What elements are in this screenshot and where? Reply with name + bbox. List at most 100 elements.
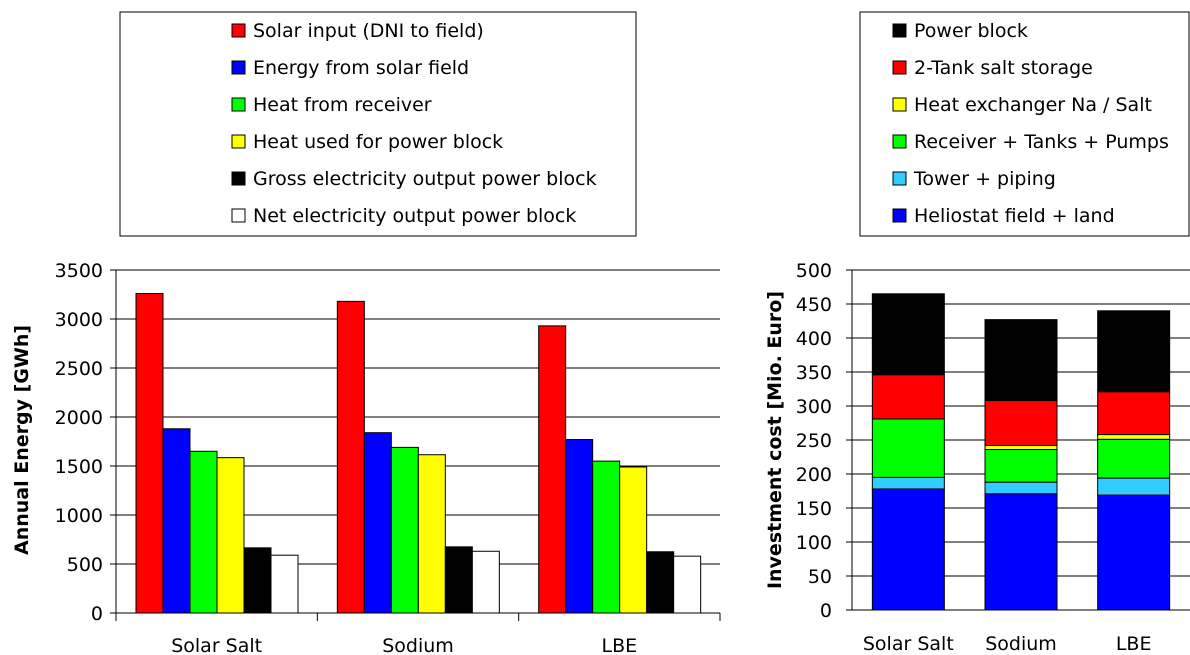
bar-lbe-heat-from-receiver — [592, 460, 621, 614]
legend-label-heliostat-field-land: Heliostat field + land — [914, 205, 1115, 227]
legend-swatch-2-tank-salt-storage — [892, 60, 907, 75]
bar-sodium-heat-from-receiver — [390, 446, 419, 614]
bar-sodium-gross-electricity-output-power-block — [444, 546, 473, 614]
legend-label-receiver-tanks-pumps: Receiver + Tanks + Pumps — [914, 131, 1169, 153]
investment-cost-chart: Power block 2-Tank salt storage Heat excha… — [764, 11, 1190, 655]
bar-lbe-heat-used-for-power-block — [619, 466, 648, 614]
energy-y-ticks: 0 500 1000 1500 2000 2500 3000 3500 — [55, 260, 116, 625]
segment-solar-salt-2-tank-salt-storage — [871, 374, 945, 420]
legend-swatch-gross-electricity-output-power-block — [231, 171, 246, 186]
segment-sodium-heat-exchanger-na-salt — [984, 444, 1058, 451]
segment-lbe-tower-piping — [1097, 477, 1171, 496]
legend-swatch-heliostat-field-land — [892, 208, 907, 223]
x-tick-label-lbe: LBE — [1116, 633, 1152, 655]
x-tick-label-lbe: LBE — [602, 635, 638, 655]
legend-swatch-power-block — [892, 23, 907, 38]
bar-lbe-gross-electricity-output-power-block — [646, 551, 675, 614]
segment-lbe-heat-exchanger-na-salt — [1097, 434, 1171, 440]
energy-bars — [135, 293, 702, 614]
legend-swatch-receiver-tanks-pumps — [892, 134, 907, 149]
legend-label-solar-input-dni-to-field: Solar input (DNI to field) — [253, 20, 484, 42]
bar-solar-salt-gross-electricity-output-power-block — [243, 547, 272, 614]
x-tick-label-solar-salt: Solar Salt — [171, 635, 262, 655]
segment-lbe-power-block — [1097, 310, 1171, 393]
segment-solar-salt-tower-piping — [871, 476, 945, 490]
legend-label-gross-electricity-output-power-block: Gross electricity output power block — [253, 168, 597, 190]
bar-solar-salt-energy-from-solar-field — [162, 428, 191, 614]
bar-lbe-solar-input-dni-to-field — [538, 325, 567, 614]
energy-legend: Solar input (DNI to field) Energy from so… — [231, 20, 597, 227]
y-tick-label: 0 — [820, 600, 832, 622]
segment-sodium-receiver-tanks-pumps — [984, 449, 1058, 483]
energy-x-ticks: Solar Salt Sodium LBE — [115, 613, 721, 655]
legend-swatch-heat-from-receiver — [231, 97, 246, 112]
y-tick-label: 3000 — [55, 309, 103, 331]
y-tick-label: 400 — [796, 328, 832, 350]
y-tick-label: 500 — [796, 260, 832, 282]
bar-solar-salt-solar-input-dni-to-field — [135, 293, 164, 614]
y-tick-label: 50 — [808, 566, 832, 588]
legend-label-heat-used-for-power-block: Heat used for power block — [253, 131, 503, 153]
segment-lbe-receiver-tanks-pumps — [1097, 438, 1171, 479]
segment-solar-salt-heliostat-field-land — [871, 488, 945, 611]
bar-sodium-heat-used-for-power-block — [417, 454, 446, 614]
bar-lbe-energy-from-solar-field — [565, 439, 594, 614]
legend-label-2-tank-salt-storage: 2-Tank salt storage — [914, 57, 1093, 79]
bar-solar-salt-net-electricity-output-power-block — [270, 554, 299, 614]
legend-swatch-heat-used-for-power-block — [231, 134, 246, 149]
y-tick-label: 350 — [796, 362, 832, 384]
annual-energy-chart: Solar input (DNI to field) Energy from so… — [11, 11, 721, 655]
legend-label-net-electricity-output-power-block: Net electricity output power block — [253, 205, 576, 227]
legend-label-heat-exchanger-na-salt: Heat exchanger Na / Salt — [914, 94, 1152, 116]
bar-sodium-net-electricity-output-power-block — [471, 550, 500, 614]
energy-legend-box — [119, 11, 637, 237]
y-tick-label: 250 — [796, 430, 832, 452]
bar-sodium-energy-from-solar-field — [363, 432, 392, 614]
y-tick-label: 200 — [796, 464, 832, 486]
y-tick-label: 450 — [796, 294, 832, 316]
cost-legend-box — [859, 11, 1190, 237]
cost-bars — [871, 293, 1171, 611]
y-tick-label: 2000 — [55, 407, 103, 429]
cost-y-axis-label: Investment cost [Mio. Euro] — [764, 291, 786, 589]
y-tick-label: 100 — [796, 532, 832, 554]
y-tick-label: 0 — [91, 603, 103, 625]
legend-swatch-tower-piping — [892, 171, 907, 186]
cost-x-ticks: Solar Salt Sodium LBE — [863, 633, 1152, 655]
segment-lbe-2-tank-salt-storage — [1097, 391, 1171, 436]
cost-y-ticks: 0 50 100 150 200 250 300 350 400 450 500 — [796, 260, 852, 622]
y-tick-label: 1000 — [55, 505, 103, 527]
y-tick-label: 500 — [67, 554, 103, 576]
y-tick-label: 300 — [796, 396, 832, 418]
legend-swatch-heat-exchanger-na-salt — [892, 97, 907, 112]
bar-sodium-solar-input-dni-to-field — [336, 300, 365, 614]
legend-label-tower-piping: Tower + piping — [913, 168, 1056, 190]
legend-swatch-energy-from-solar-field — [231, 60, 246, 75]
segment-sodium-power-block — [984, 319, 1058, 402]
segment-sodium-heliostat-field-land — [984, 493, 1058, 611]
bar-solar-salt-heat-used-for-power-block — [216, 457, 245, 614]
segment-sodium-tower-piping — [984, 481, 1058, 495]
legend-swatch-solar-input-dni-to-field — [231, 23, 246, 38]
legend-label-energy-from-solar-field: Energy from solar field — [253, 57, 469, 79]
y-tick-label: 1500 — [55, 456, 103, 478]
bar-lbe-net-electricity-output-power-block — [673, 555, 702, 614]
segment-solar-salt-receiver-tanks-pumps — [871, 418, 945, 478]
y-tick-label: 150 — [796, 498, 832, 520]
legend-label-heat-from-receiver: Heat from receiver — [253, 94, 432, 116]
cost-legend: Power block 2-Tank salt storage Heat excha… — [892, 20, 1169, 227]
segment-sodium-2-tank-salt-storage — [984, 400, 1058, 446]
bar-solar-salt-heat-from-receiver — [189, 450, 218, 614]
legend-swatch-net-electricity-output-power-block — [231, 208, 246, 223]
energy-axes — [115, 270, 720, 614]
y-tick-label: 3500 — [55, 260, 103, 282]
segment-lbe-heliostat-field-land — [1097, 494, 1171, 611]
x-tick-label-solar-salt: Solar Salt — [863, 633, 954, 655]
segment-solar-salt-power-block — [871, 293, 945, 376]
x-tick-label-sodium: Sodium — [985, 633, 1057, 655]
x-tick-label-sodium: Sodium — [382, 635, 454, 655]
legend-label-power-block: Power block — [914, 20, 1028, 42]
energy-y-axis-label: Annual Energy [GWh] — [11, 325, 33, 555]
y-tick-label: 2500 — [55, 358, 103, 380]
